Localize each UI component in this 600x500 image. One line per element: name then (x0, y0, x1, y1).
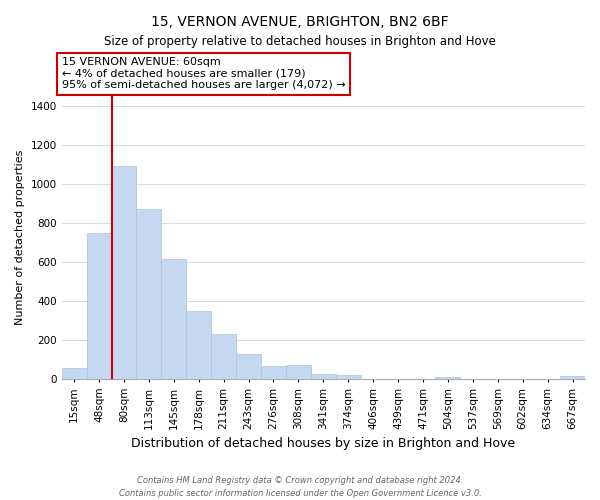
Text: 15 VERNON AVENUE: 60sqm
← 4% of detached houses are smaller (179)
95% of semi-de: 15 VERNON AVENUE: 60sqm ← 4% of detached… (62, 57, 345, 90)
Bar (560, 376, 585, 379)
Bar (62, 368, 86, 379)
Text: Size of property relative to detached houses in Brighton and Hove: Size of property relative to detached ho… (104, 35, 496, 48)
Bar (136, 209, 161, 379)
Bar (86, 232, 112, 379)
Bar (286, 365, 311, 379)
Bar (261, 366, 286, 379)
Text: Contains HM Land Registry data © Crown copyright and database right 2024.
Contai: Contains HM Land Registry data © Crown c… (119, 476, 481, 498)
Bar (436, 376, 460, 379)
Bar (186, 311, 211, 379)
Bar (311, 374, 336, 379)
Bar (336, 376, 361, 379)
X-axis label: Distribution of detached houses by size in Brighton and Hove: Distribution of detached houses by size … (131, 437, 515, 450)
Bar (211, 334, 236, 379)
Text: 15, VERNON AVENUE, BRIGHTON, BN2 6BF: 15, VERNON AVENUE, BRIGHTON, BN2 6BF (151, 15, 449, 29)
Bar (112, 166, 136, 379)
Bar (236, 354, 261, 379)
Bar (161, 259, 186, 379)
Y-axis label: Number of detached properties: Number of detached properties (15, 150, 25, 325)
